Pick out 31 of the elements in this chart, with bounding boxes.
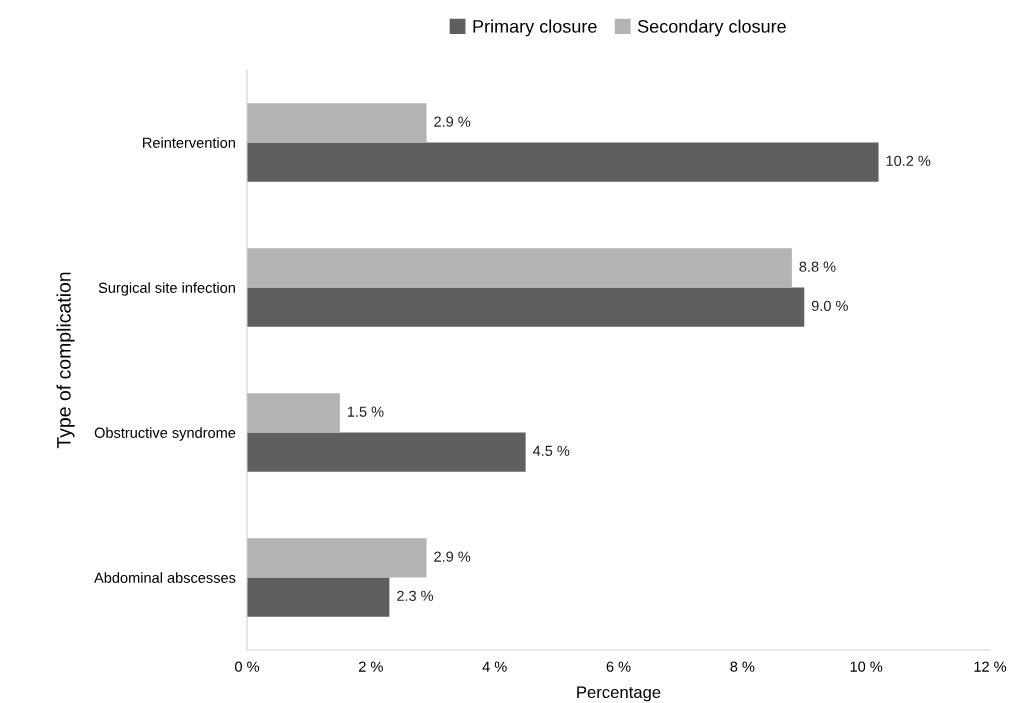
x-axis-title: Percentage (577, 686, 661, 702)
bar (247, 287, 805, 327)
x-tick-label: 8 % (730, 661, 755, 672)
y-axis-title: Type of complication (56, 272, 75, 449)
x-tick-label: 10 % (850, 661, 883, 672)
data-label: 8.8 % (799, 261, 836, 272)
data-label: 2.9 % (434, 551, 471, 562)
bar (247, 248, 792, 288)
bar (247, 577, 390, 617)
bar (247, 432, 526, 472)
y-tick-label: Abdominal abscesses (94, 572, 236, 583)
y-tick-label: Surgical site infection (98, 282, 235, 296)
x-tick-label: 4 % (482, 661, 507, 672)
y-tick-label: Reintervention (143, 137, 235, 148)
x-tick-label: 2 % (359, 661, 383, 672)
data-label: 1.5 % (347, 406, 384, 417)
bar (247, 393, 340, 433)
bar (247, 538, 427, 578)
y-tick-label: Obstructive syndrome (94, 427, 236, 441)
bar (247, 103, 427, 143)
data-label: 4.5 % (532, 445, 570, 456)
data-label: 9.0 % (811, 300, 848, 311)
legend-label: Primary closure (473, 19, 597, 37)
x-tick-label: 0 % (235, 661, 260, 672)
x-tick-label: 6 % (606, 661, 631, 672)
data-label: 10.2 % (886, 155, 931, 166)
legend-label: Secondary closure (637, 19, 786, 37)
bar (247, 142, 879, 182)
data-label: 2.9 % (434, 116, 471, 127)
x-tick-label: 12 % (974, 661, 1007, 672)
data-label: 2.3 % (397, 590, 434, 601)
